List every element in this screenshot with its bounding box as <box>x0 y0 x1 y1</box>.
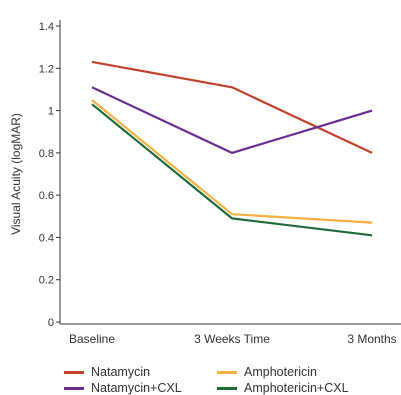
y-tick-label: 0.4 <box>39 232 54 244</box>
legend-label: Natamycin <box>91 365 150 379</box>
legend-label: Amphotericin+CXL <box>244 381 349 395</box>
legend-swatch <box>64 387 84 390</box>
legend: Natamycin Amphotericin Natamycin+CXL Amphot… <box>64 365 394 395</box>
legend-item: Amphotericin+CXL <box>217 381 377 395</box>
legend-swatch <box>217 371 237 374</box>
x-tick-label: Baseline <box>69 332 115 346</box>
y-tick-label: 0.6 <box>39 190 54 202</box>
legend-swatch <box>217 387 237 390</box>
tick-labels: 0 0.2 0.4 0.6 0.8 1 1.2 1.4 Baseline 3 Weeks Time… <box>39 21 397 346</box>
x-tick-label: 3 Months <box>347 332 396 346</box>
legend-item: Amphotericin <box>217 365 377 379</box>
y-tick-label: 0 <box>48 317 54 329</box>
legend-label: Amphotericin <box>244 365 317 379</box>
legend-item: Natamycin+CXL <box>64 381 217 395</box>
series-line <box>92 87 372 153</box>
x-tick-label: 3 Weeks Time <box>194 332 270 346</box>
y-tick-label: 0.2 <box>39 275 54 287</box>
series-line <box>92 100 372 223</box>
y-tick-label: 1.4 <box>39 21 54 33</box>
legend-label: Natamycin+CXL <box>91 381 182 395</box>
y-tick-label: 1.2 <box>39 63 54 75</box>
legend-swatch <box>64 371 84 374</box>
legend-item: Natamycin <box>64 365 217 379</box>
y-tick-label: 0.8 <box>39 148 54 160</box>
y-axis-title: Visual Acuity (logMAR) <box>9 113 23 235</box>
series-lines <box>92 62 372 235</box>
y-tick-label: 1 <box>48 106 54 118</box>
